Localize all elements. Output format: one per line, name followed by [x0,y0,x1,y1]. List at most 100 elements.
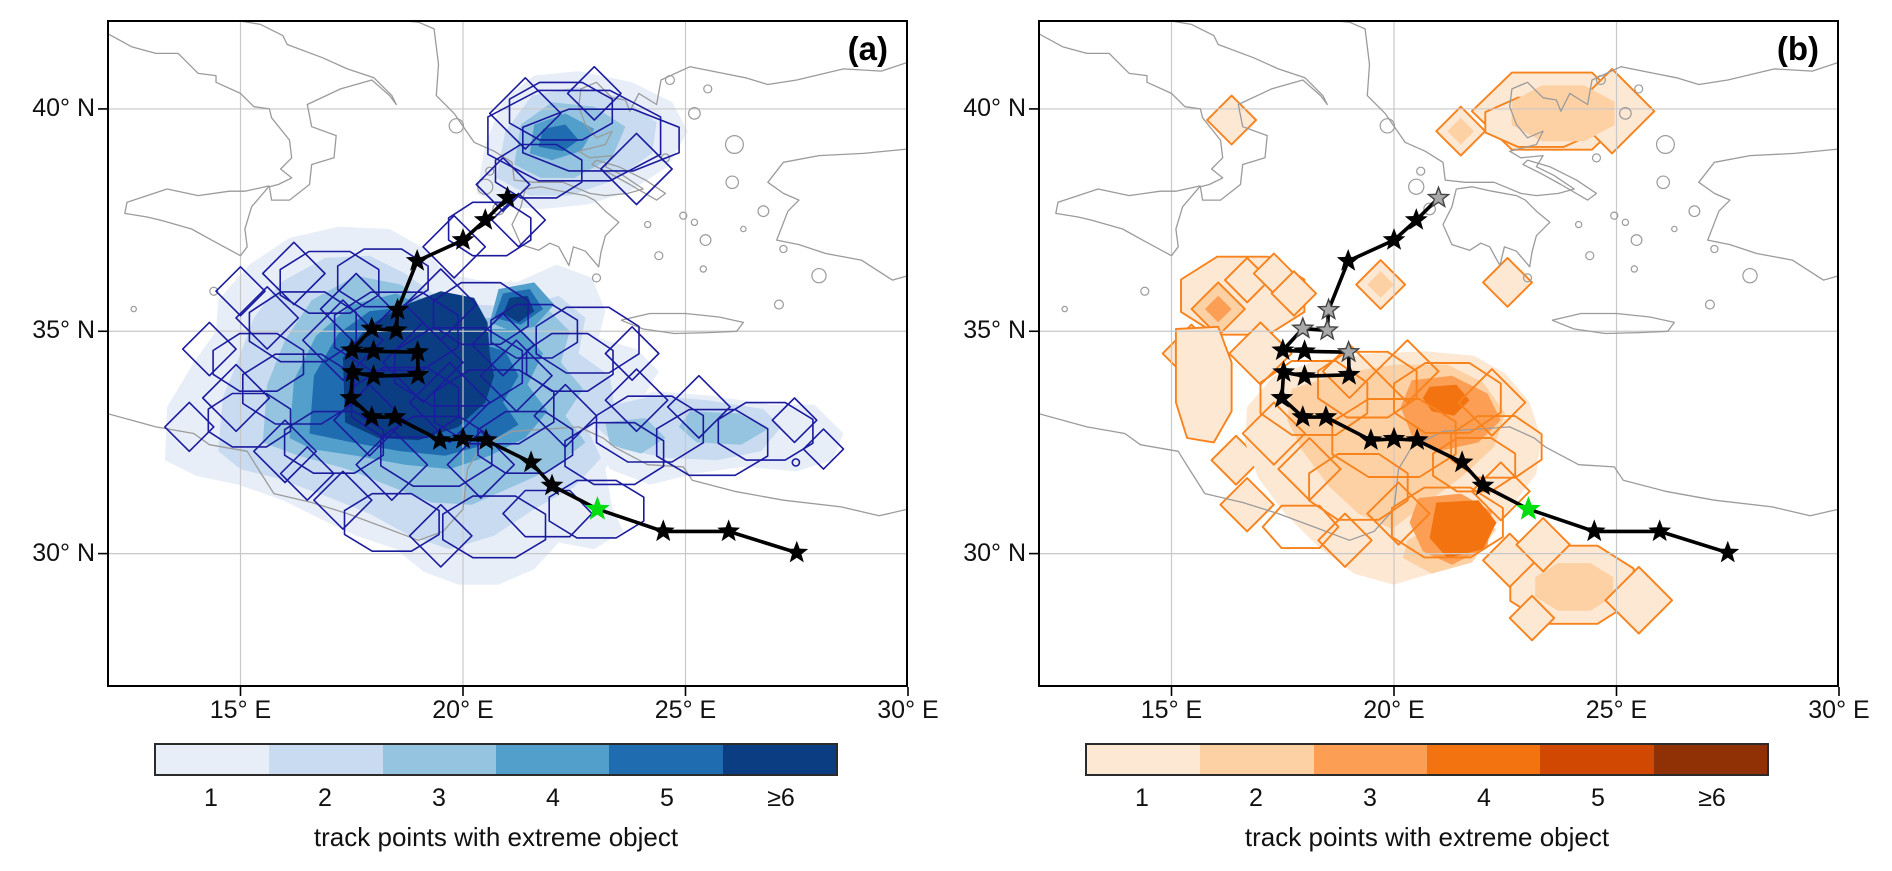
extreme-object-region [1429,500,1497,558]
track-point-star [1359,428,1383,450]
extreme-object-hull [1308,453,1409,521]
track-point-star [1293,339,1316,361]
extreme-object-hull [279,446,335,502]
colorbar-tick-label: 1 [1135,784,1149,812]
track-point-star [428,428,452,450]
extreme-object-region [1511,85,1615,142]
colorbar-segment [1540,745,1654,774]
extreme-object-hull [201,363,271,433]
colorbar-tick-label: 4 [546,784,560,812]
extreme-object-region [1270,270,1318,317]
x-tick-label: 25° E [654,696,717,724]
island-outline [643,220,652,229]
track-point-star [406,362,430,385]
extreme-object-hull [502,489,593,538]
panel-border [1038,20,1839,687]
coastline [1038,20,1328,201]
track-point-star [519,450,543,473]
colorbar-b [1085,743,1769,776]
extreme-object-hull [494,143,583,199]
island-outline [485,166,495,176]
x-tick-label: 15° E [1140,696,1203,724]
track-point-star [451,228,475,250]
extreme-object-hull [215,266,266,317]
island-outline [779,244,788,254]
coastline [1522,159,1598,201]
island-outline [1630,234,1643,247]
extreme-object-hull [548,479,645,539]
coastline [1442,186,1551,268]
extreme-object-hull [1321,343,1378,399]
island-outline [654,251,664,261]
island-outline [1621,218,1630,227]
island-outline [1574,220,1583,229]
track-point-star [386,297,409,320]
track-point-star [1582,519,1606,542]
track-point-star-gray [1315,317,1340,341]
track-point-star [717,519,741,542]
track-point-star [474,428,498,450]
island-outline [1595,74,1606,86]
colorbar-segment [1653,745,1767,774]
island-outline [699,265,708,273]
track-point-star [341,360,365,382]
track-point-star [1648,519,1672,542]
x-tick-label: 15° E [209,696,272,724]
island-outline [1423,202,1436,216]
island-outline [664,74,675,86]
colorbar-segment [382,745,496,774]
extreme-object-hull [564,421,665,486]
track-point-star [339,386,363,408]
extreme-object-hull [235,285,300,350]
island-outline [1704,299,1715,310]
extreme-object-hull [1450,415,1543,479]
extreme-object-hull [600,132,673,206]
extreme-object-hull [1390,486,1504,559]
track-point-star [1382,228,1406,250]
extreme-object-hull [248,291,357,363]
panel-label: (a) [847,30,888,67]
colorbar-tick-label: 2 [1249,784,1263,812]
y-tick-label: 40° N [963,93,1026,122]
track-point-star-green [1516,496,1541,520]
extreme-object-hull [477,410,574,475]
island-outline [1688,205,1701,218]
island-outline [448,118,465,134]
colorbar-tick-label: 4 [1477,784,1491,812]
colorbar-segment [1313,745,1427,774]
island-outline [703,84,713,94]
extreme-object-region [1204,295,1232,323]
colorbar-tick-label: 5 [1591,784,1605,812]
extreme-object-hull [207,392,292,448]
extreme-object-hull [1317,350,1418,419]
island-outline [773,299,784,310]
extreme-object-hull [212,332,305,393]
track-point-star [451,426,475,449]
track-point-star [1293,364,1316,386]
track-point-star [1382,426,1406,449]
island-outline [1585,251,1595,261]
extreme-object-hull [432,281,529,346]
track-point-star [362,364,385,386]
track-point-star [383,405,407,427]
extreme-object-hull [479,339,553,413]
track-point-star [1270,386,1294,408]
x-tick-label: 20° E [1363,696,1425,724]
coastline [767,148,908,281]
extreme-object-hull [447,201,532,257]
extreme-object-hull [604,325,660,382]
track-point-star [540,473,564,496]
extreme-object-hull [655,408,769,477]
colorbar-segment [156,745,270,774]
extreme-object-hull [1261,504,1340,550]
extreme-object-hull [422,214,487,279]
extreme-object-hull [333,291,459,372]
y-tick-label: 35° N [963,316,1026,345]
track-point-star [785,540,809,563]
island-outline [811,267,827,284]
coastline [620,312,745,335]
colorbar-segment [722,745,836,774]
colorbar-segment [495,745,610,774]
island-outline [1656,175,1671,190]
colorbar-tick-label: 3 [1363,784,1377,812]
